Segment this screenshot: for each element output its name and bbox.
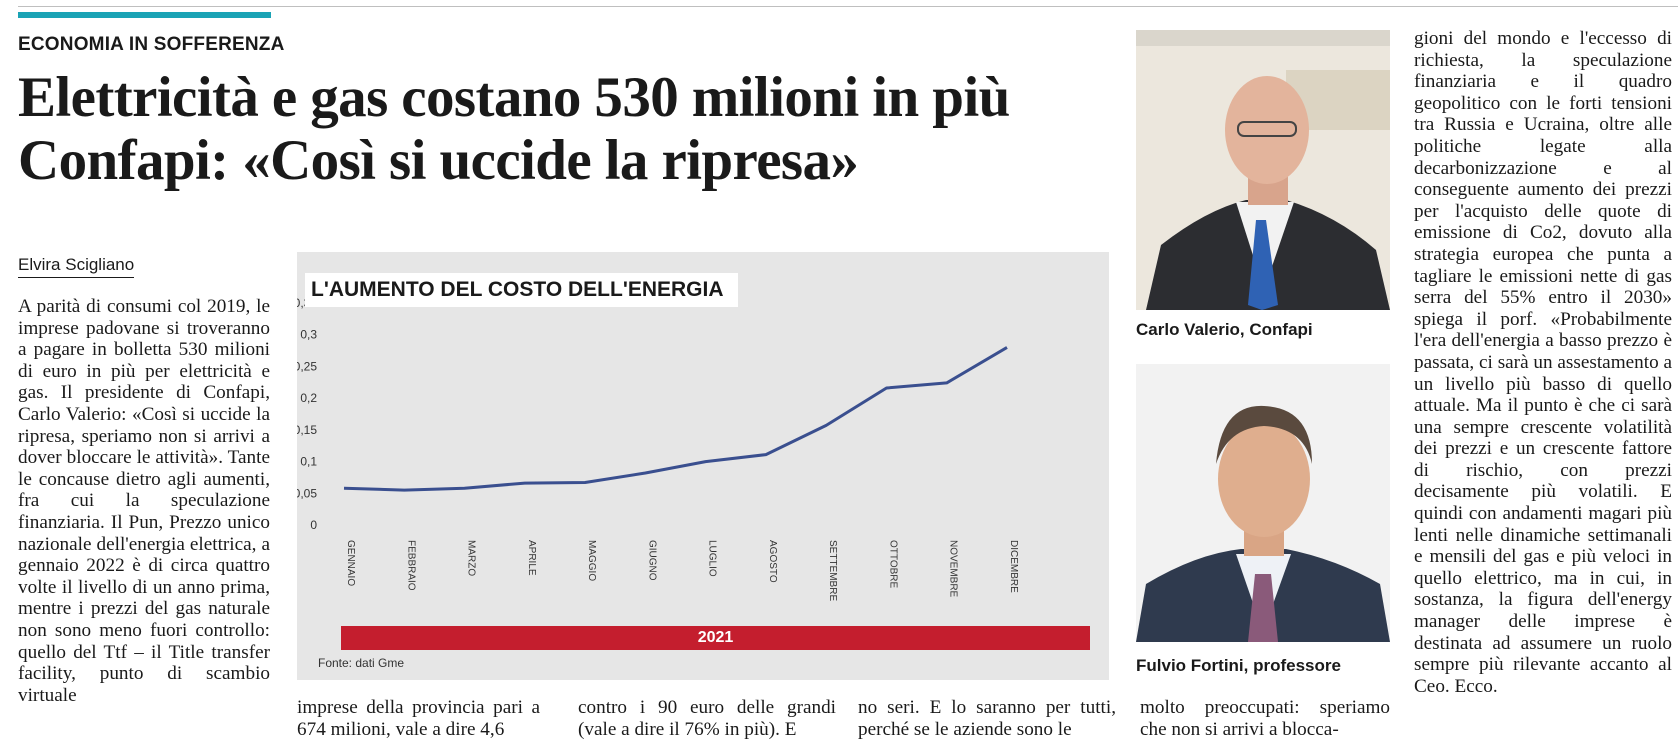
y-tick-label: 0,1 [300,455,317,469]
chart-title: L'AUMENTO DEL COSTO DELL'ENERGIA [305,273,738,307]
chart-source: Fonte: dati Gme [318,656,405,670]
article-column-6: gioni del mondo e l'eccesso di richiesta… [1414,28,1672,744]
series-line [343,346,1008,492]
x-tick-label: DICEMBRE [1008,540,1019,593]
x-tick-label: NOVEMBRE [948,540,959,598]
energy-cost-chart: 0,350,30,250,20,150,10,050GENNAIOFEBBRAI… [297,296,1019,601]
chart-year-band: 2021 [341,626,1090,650]
x-tick-label: MARZO [466,540,477,576]
byline: Elvira Scigliano [18,255,135,278]
x-tick-label: SETTEMBRE [827,540,838,601]
x-tick-label: MAGGIO [586,540,597,581]
x-tick-label: FEBBRAIO [405,540,416,591]
headline: Elettricità e gas costano 530 milioni in… [18,66,1128,192]
paragraph: no seri. E lo saranno per tutti, perché … [858,697,1116,740]
section-accent-bar [18,12,271,18]
paragraph: imprese della provincia pari a 674 milio… [297,697,540,740]
chart-panel [297,252,1109,680]
x-tick-label: AGOSTO [767,540,778,583]
section-label: ECONOMIA IN SOFFERENZA [18,34,285,55]
y-tick-label: 0,3 [300,328,317,342]
top-rule [18,6,1678,7]
article-column-3: contro i 90 euro delle grandi (vale a di… [578,697,836,744]
portrait-photo-fortini [1136,364,1390,642]
article-column-2: imprese della provincia pari a 674 milio… [297,697,540,744]
y-tick-label: 0,25 [297,359,317,373]
x-tick-label: APRILE [526,540,537,576]
x-tick-label: GIUGNO [646,540,657,581]
headline-line-1: Elettricità e gas costano 530 milioni in… [18,66,1010,129]
paragraph: gioni del mondo e l'eccesso di richiesta… [1414,28,1672,697]
article-column-5: molto preoccupati: speriamo che non si a… [1140,697,1390,744]
photo-caption-fortini: Fulvio Fortini, professore [1136,656,1341,675]
x-tick-label: OTTOBRE [887,540,898,588]
paragraph: A parità di consumi col 2019, le imprese… [18,296,270,706]
x-tick-label: GENNAIO [345,540,356,586]
article-column-4: no seri. E lo saranno per tutti, perché … [858,697,1116,744]
paragraph: molto preoccupati: speriamo che non si a… [1140,697,1390,740]
headline-line-2: Confapi: «Così si uccide la ripresa» [18,129,859,192]
photo-caption-valerio: Carlo Valerio, Confapi [1136,320,1313,339]
x-tick-label: LUGLIO [707,540,718,577]
y-tick-label: 0,2 [300,391,317,405]
y-tick-label: 0 [310,518,317,532]
paragraph: contro i 90 euro delle grandi (vale a di… [578,697,836,740]
y-tick-label: 0,05 [297,486,317,500]
article-column-1: A parità di consumi col 2019, le imprese… [18,296,270,744]
portrait-photo-valerio [1136,30,1390,310]
y-tick-label: 0,15 [297,423,317,437]
